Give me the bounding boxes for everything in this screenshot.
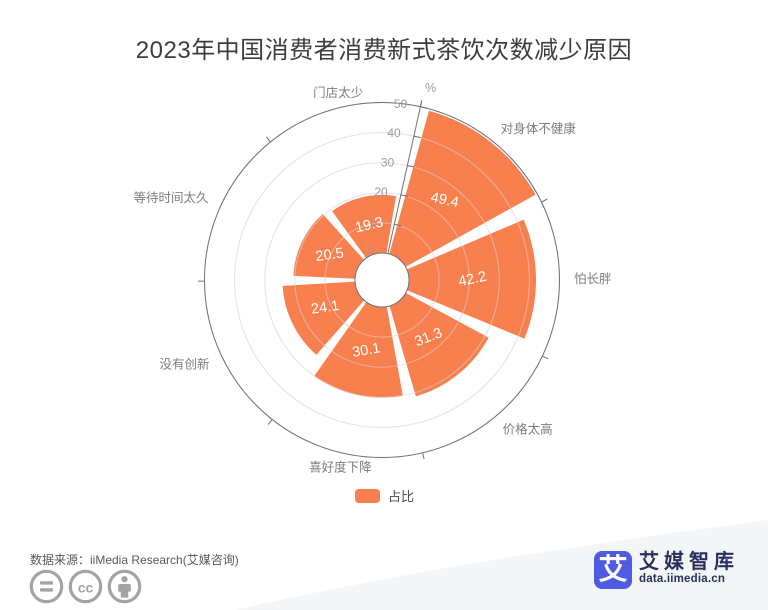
- rose-sector-4[interactable]: [282, 281, 365, 355]
- equals-icon: [29, 569, 64, 604]
- radius-tick: [420, 106, 428, 109]
- legend-label: 占比: [388, 489, 415, 504]
- brand-domain: data.iimedia.cn: [639, 573, 726, 585]
- angle-tick: [541, 198, 548, 203]
- license-icons: cc: [29, 569, 142, 604]
- category-label: 对身体不健康: [501, 121, 577, 136]
- radius-tick-label: 20: [374, 185, 388, 199]
- value-label: 49.4: [429, 190, 460, 212]
- svg-text:cc: cc: [78, 580, 94, 596]
- legend-swatch: [355, 488, 380, 503]
- value-label: 19.3: [354, 214, 385, 236]
- value-label: 24.1: [310, 298, 340, 318]
- radius-tick-label: 40: [387, 126, 401, 140]
- rose-sector-1[interactable]: [406, 219, 537, 339]
- angle-tick: [265, 136, 271, 143]
- cc-icon: cc: [68, 569, 103, 604]
- value-label: 30.1: [351, 340, 382, 361]
- radius-tick-label: 0: [368, 244, 375, 258]
- radius-tick-label: 50: [394, 97, 408, 111]
- category-label: 怕长胖: [574, 271, 612, 286]
- person-icon: [107, 569, 142, 604]
- radius-tick: [394, 223, 402, 227]
- radius-tick: [407, 164, 415, 168]
- grid-circle-overlay: [264, 162, 500, 398]
- legend-item[interactable]: 占比: [355, 486, 414, 505]
- rose-sector-0[interactable]: [389, 110, 536, 267]
- radius-tick-label: 30: [381, 156, 395, 170]
- rose-sector-2[interactable]: [389, 292, 489, 397]
- radius-axis-line: [387, 100, 423, 254]
- radius-tick: [400, 194, 408, 197]
- category-label: 等待时间太久: [133, 190, 209, 205]
- radius-tick-label: 10: [368, 214, 382, 228]
- category-label: 喜好度下降: [309, 459, 372, 474]
- brand-mark-icon: 艾: [594, 551, 632, 589]
- value-label: 42.2: [457, 269, 488, 291]
- grid-circle-overlay: [294, 192, 470, 368]
- center-hole: [354, 252, 410, 308]
- brand-name: 艾媒智库: [639, 551, 739, 573]
- rose-sector-3[interactable]: [314, 302, 403, 398]
- swoosh-shape: [235, 520, 768, 610]
- angle-tick: [542, 355, 549, 360]
- rose-sector-6[interactable]: [332, 194, 397, 259]
- radius-tick: [413, 135, 421, 139]
- grid-circle-overlay: [324, 222, 440, 338]
- category-label: 没有创新: [160, 356, 210, 371]
- angle-tick: [422, 452, 425, 460]
- brand-logo[interactable]: 艾 艾媒智库 data.iimedia.cn: [594, 551, 739, 589]
- brand-text: 艾媒智库 data.iimedia.cn: [639, 551, 739, 585]
- data-source-label: 数据来源：iiMedia Research(艾媒咨询): [30, 553, 239, 567]
- grid-circle-overlay: [234, 132, 530, 428]
- rose-sector-5[interactable]: [293, 214, 364, 279]
- category-label: 门店太少: [313, 85, 363, 100]
- radius-axis-unit: %: [425, 81, 436, 95]
- category-label: 价格太高: [503, 421, 553, 436]
- angle-tick: [267, 419, 273, 425]
- angle-axis-circle: [204, 102, 560, 458]
- value-label: 20.5: [315, 245, 345, 265]
- chart-title: 2023年中国消费者消费新式茶饮次数减少原因: [135, 37, 633, 64]
